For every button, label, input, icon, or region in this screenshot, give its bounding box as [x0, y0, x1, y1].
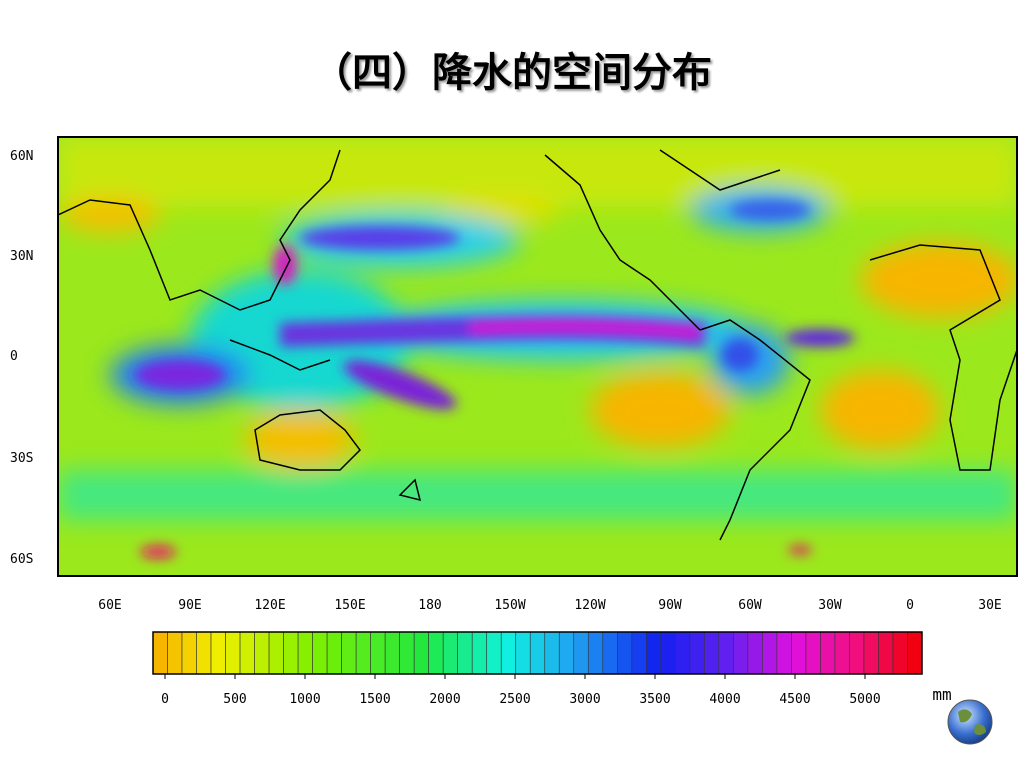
colorbar-cell: [558, 631, 575, 675]
colorbar-cell: [500, 631, 517, 675]
colorbar-cell: [689, 631, 705, 675]
colorbar: [152, 631, 923, 675]
colorbar-cell: [617, 631, 633, 675]
lon-label: 90W: [658, 598, 682, 613]
lat-label: 60S: [10, 552, 33, 567]
colorbar-cell: [675, 631, 691, 675]
lon-label: 30E: [978, 598, 1001, 613]
colorbar-tick-label: 2000: [429, 692, 460, 707]
lat-label: 0: [10, 349, 18, 364]
colorbar-tick-label: 1500: [359, 692, 390, 707]
colorbar-tick-label: 4000: [709, 692, 740, 707]
colorbar-cell: [283, 631, 299, 675]
lon-label: 60E: [98, 598, 121, 613]
colorbar-cell: [762, 631, 778, 675]
colorbar-tick-label: 500: [223, 692, 246, 707]
colorbar-cell: [254, 631, 270, 675]
colorbar-cell: [646, 631, 662, 675]
colorbar-cell: [196, 631, 212, 675]
colorbar-cell: [820, 631, 836, 675]
map-frame: [57, 136, 1018, 577]
colorbar-tick-label: 0: [161, 692, 169, 707]
colorbar-cell: [660, 631, 676, 675]
lon-label: 120E: [254, 598, 285, 613]
colorbar-cell: [863, 631, 879, 675]
lon-label: 0: [906, 598, 914, 613]
colorbar-cell: [457, 631, 473, 675]
colorbar-cell: [544, 631, 560, 675]
colorbar-cell: [733, 631, 749, 675]
colorbar-cell: [471, 631, 488, 675]
colorbar-cell: [631, 631, 647, 675]
colorbar-cell: [704, 631, 720, 675]
colorbar-cell: [384, 631, 400, 675]
colorbar-cell: [776, 631, 792, 675]
lon-label: 180: [418, 598, 441, 613]
colorbar-cell: [602, 631, 618, 675]
colorbar-cell: [268, 631, 284, 675]
colorbar-cell: [834, 631, 850, 675]
colorbar-tick-label: 5000: [849, 692, 880, 707]
lon-label: 150W: [494, 598, 525, 613]
lon-label: 60W: [738, 598, 762, 613]
colorbar-cell: [413, 631, 429, 675]
globe-icon: [947, 699, 993, 745]
lon-label: 150E: [334, 598, 365, 613]
colorbar-cell: [167, 631, 183, 675]
colorbar-tick-label: 2500: [499, 692, 530, 707]
colorbar-tick-label: 3500: [639, 692, 670, 707]
colorbar-cell: [573, 631, 589, 675]
colorbar-cell: [210, 631, 226, 675]
lat-label: 30S: [10, 451, 33, 466]
colorbar-cell: [486, 631, 502, 675]
colorbar-cell: [849, 631, 865, 675]
lon-label: 90E: [178, 598, 201, 613]
colorbar-cell: [529, 631, 546, 675]
colorbar-cell: [152, 631, 168, 675]
colorbar-cell: [297, 631, 313, 675]
colorbar-cell: [181, 631, 197, 675]
colorbar-cell: [878, 631, 894, 675]
title: （四）降水的空间分布: [312, 50, 712, 96]
colorbar-cell: [442, 631, 458, 675]
precip-map: [58, 137, 1017, 576]
colorbar-cell: [399, 631, 415, 675]
colorbar-tick-label: 4500: [779, 692, 810, 707]
colorbar-cell: [892, 631, 908, 675]
colorbar-frame: [152, 631, 923, 675]
lat-label: 30N: [10, 249, 33, 264]
unit-label: mm: [932, 685, 951, 704]
colorbar-cell: [355, 631, 371, 675]
colorbar-cell: [225, 631, 241, 675]
colorbar-cell: [370, 631, 386, 675]
colorbar-tick-label: 1000: [289, 692, 320, 707]
colorbar-cell: [907, 631, 923, 675]
colorbar-cell: [428, 631, 444, 675]
colorbar-cell: [805, 631, 821, 675]
colorbar-cell: [747, 631, 763, 675]
colorbar-cell: [515, 631, 531, 675]
lon-label: 30W: [818, 598, 842, 613]
colorbar-cell: [239, 631, 255, 675]
colorbar-cell: [791, 631, 807, 675]
colorbar-cell: [587, 631, 604, 675]
colorbar-tick-label: 3000: [569, 692, 600, 707]
colorbar-cell: [718, 631, 734, 675]
lon-label: 120W: [574, 598, 605, 613]
colorbar-cell: [326, 631, 342, 675]
colorbar-cell: [312, 631, 328, 675]
lat-label: 60N: [10, 149, 33, 164]
colorbar-cell: [341, 631, 357, 675]
